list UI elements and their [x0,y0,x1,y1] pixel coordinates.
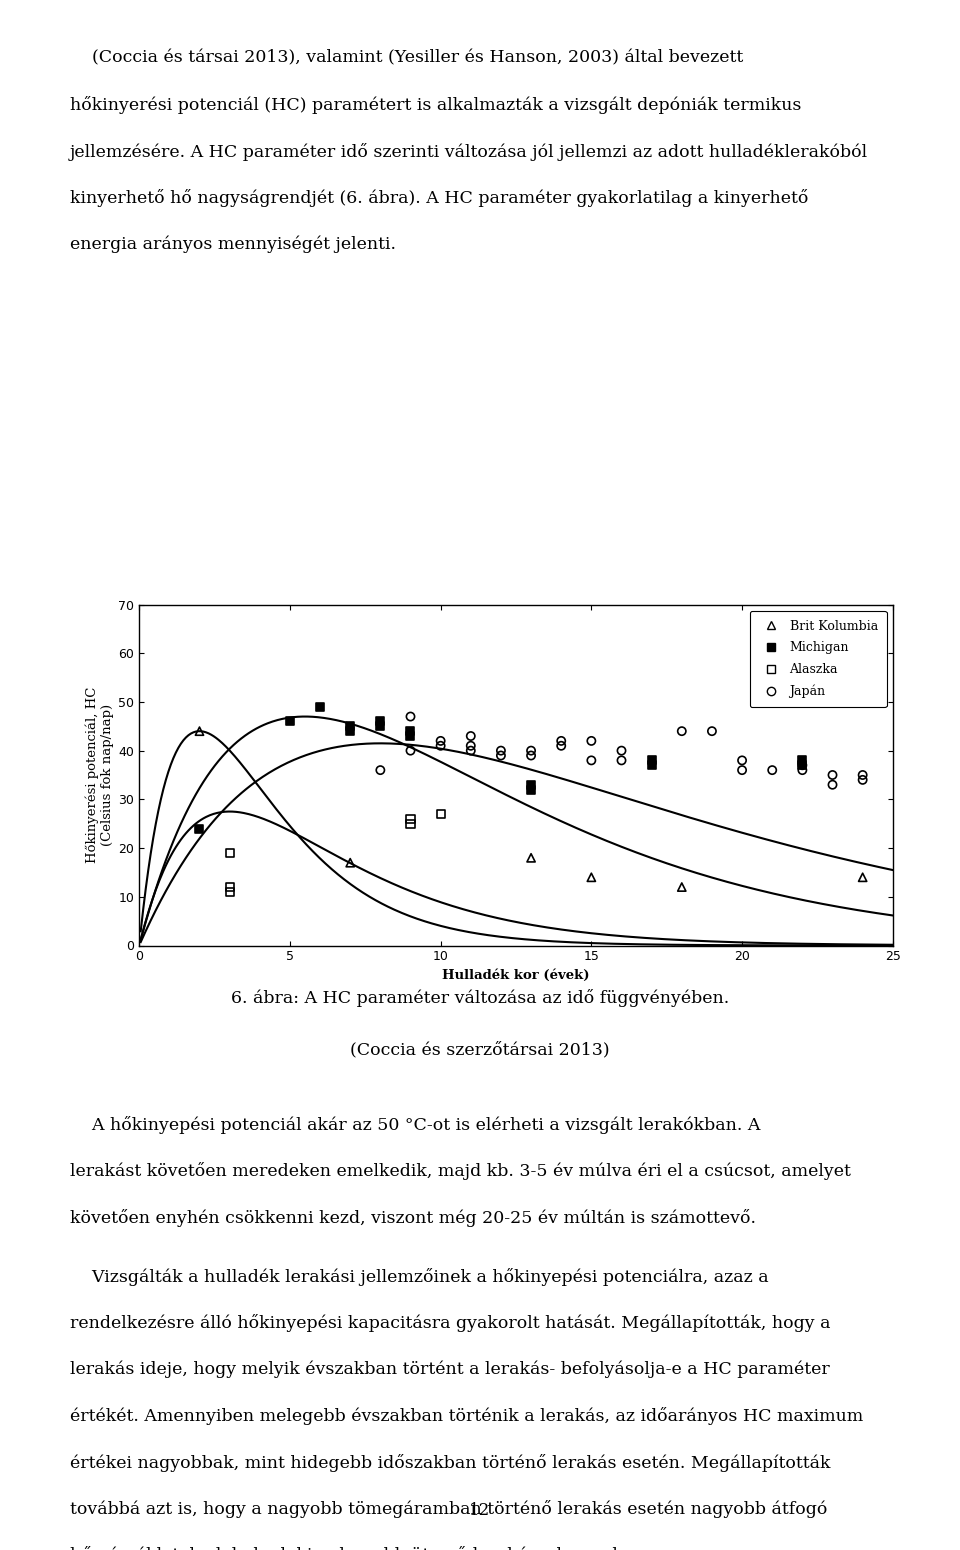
Point [523,738,539,763]
Text: értékét. Amennyiben melegebb évszakban történik a lerakás, az időarányos HC maxi: értékét. Amennyiben melegebb évszakban t… [70,1407,863,1426]
Point [795,749,810,773]
Point [403,806,419,831]
Point [372,708,388,733]
Point [433,801,448,826]
Text: jellemzésére. A HC paraméter idő szerinti változása jól jellemzi az adott hullad: jellemzésére. A HC paraméter idő szerint… [70,143,868,161]
Point [855,767,871,792]
Point [433,728,448,753]
Text: követően enyhén csökkenni kezd, viszont még 20-25 év múltán is számottevő.: követően enyhén csökkenni kezd, viszont … [70,1209,756,1228]
Point [795,758,810,783]
Point [613,738,629,763]
Point [584,728,599,753]
Point [403,738,419,763]
Text: 12: 12 [469,1502,491,1519]
Point [192,817,207,842]
Text: Vizsgálták a hulladék lerakási jellemzőinek a hőkinyерési potenciálra, azaz a: Vizsgálták a hulladék lerakási jellemzői… [70,1268,769,1286]
Point [674,874,689,899]
Point [222,840,237,865]
Point [523,772,539,797]
Point [523,742,539,767]
Point [613,749,629,773]
Point [192,719,207,744]
Point [343,851,358,876]
Point [584,749,599,773]
Point [523,845,539,870]
Text: továbbá azt is, hogy a nagyobb tömegáramban történő lerakás esetén nagyobb átfog: továbbá azt is, hogy a nagyobb tömegáram… [70,1500,828,1519]
Y-axis label: Hőkinyerési potenciál, HC
(Celsius fok nap/nap): Hőkinyerési potenciál, HC (Celsius fok n… [85,687,114,863]
Point [403,724,419,749]
Text: (Coccia és szerzőtársai 2013): (Coccia és szerzőtársai 2013) [350,1042,610,1059]
Point [705,719,720,744]
Text: energia arányos mennyiségét jelenti.: energia arányos mennyiségét jelenti. [70,236,396,253]
Text: értékei nagyobbak, mint hidegebb időszakban történő lerakás esetén. Megállapítot: értékei nagyobbak, mint hidegebb időszak… [70,1454,830,1472]
Point [855,865,871,890]
Text: lerakás ideje, hogy melyik évszakban történt a lerakás- befolyásolja-e a HC para: lerakás ideje, hogy melyik évszakban tör… [70,1361,829,1378]
Point [554,728,569,753]
Point [825,763,840,787]
Point [403,719,419,744]
Legend: Brit Kolumbia, Michigan, Alaszka, Japán: Brit Kolumbia, Michigan, Alaszka, Japán [750,611,886,707]
Point [493,738,509,763]
X-axis label: Hulladék kor (évek): Hulladék kor (évek) [443,969,589,981]
Point [433,733,448,758]
Text: hőmérsékletek alakulnak ki, a lassabb ütemű lerakással szemben.: hőmérsékletek alakulnak ki, a lassabb üt… [70,1547,651,1550]
Point [523,777,539,801]
Point [463,738,478,763]
Point [343,715,358,739]
Point [403,811,419,835]
Point [734,758,750,783]
Point [644,749,660,773]
Point [795,753,810,778]
Text: (Coccia és társai 2013), valamint (Yesiller és Hanson, 2003) által bevezett: (Coccia és társai 2013), valamint (Yesil… [70,50,743,67]
Text: rendelkezésre álló hőkinyерési kapacitásra gyakorolt hatását. Megállapították, h: rendelkezésre álló hőkinyерési kapacitás… [70,1314,830,1333]
Point [855,763,871,787]
Point [222,879,237,904]
Text: lerakást követően meredeken emelkedik, majd kb. 3-5 év múlva éri el a csúcsot, a: lerakást követően meredeken emelkedik, m… [70,1162,851,1181]
Point [312,694,327,719]
Point [584,865,599,890]
Point [343,719,358,744]
Point [795,753,810,778]
Point [463,724,478,749]
Point [222,874,237,899]
Text: kinyerhető hő nagyságrendjét (6. ábra). A HC paraméter gyakorlatilag a kinyerhet: kinyerhető hő nagyságrendjét (6. ábra). … [70,189,808,208]
Point [372,758,388,783]
Point [734,749,750,773]
Point [463,733,478,758]
Text: A hőkinyерési potenciál akár az 50 °C-ot is elérheti a vizsgált lerakókban. A: A hőkinyерési potenciál akár az 50 °C-ot… [70,1116,760,1135]
Point [372,715,388,739]
Point [493,742,509,767]
Point [825,772,840,797]
Text: hőkinyerési potenciál (HC) paramétert is alkalmazták a vizsgált depóniák termiku: hőkinyerési potenciál (HC) paramétert is… [70,96,802,115]
Point [554,733,569,758]
Point [674,719,689,744]
Point [403,704,419,728]
Point [764,758,780,783]
Point [644,753,660,778]
Point [282,708,298,733]
Text: 6. ábra: A HC paraméter változása az idő függvényében.: 6. ábra: A HC paraméter változása az idő… [230,989,730,1008]
